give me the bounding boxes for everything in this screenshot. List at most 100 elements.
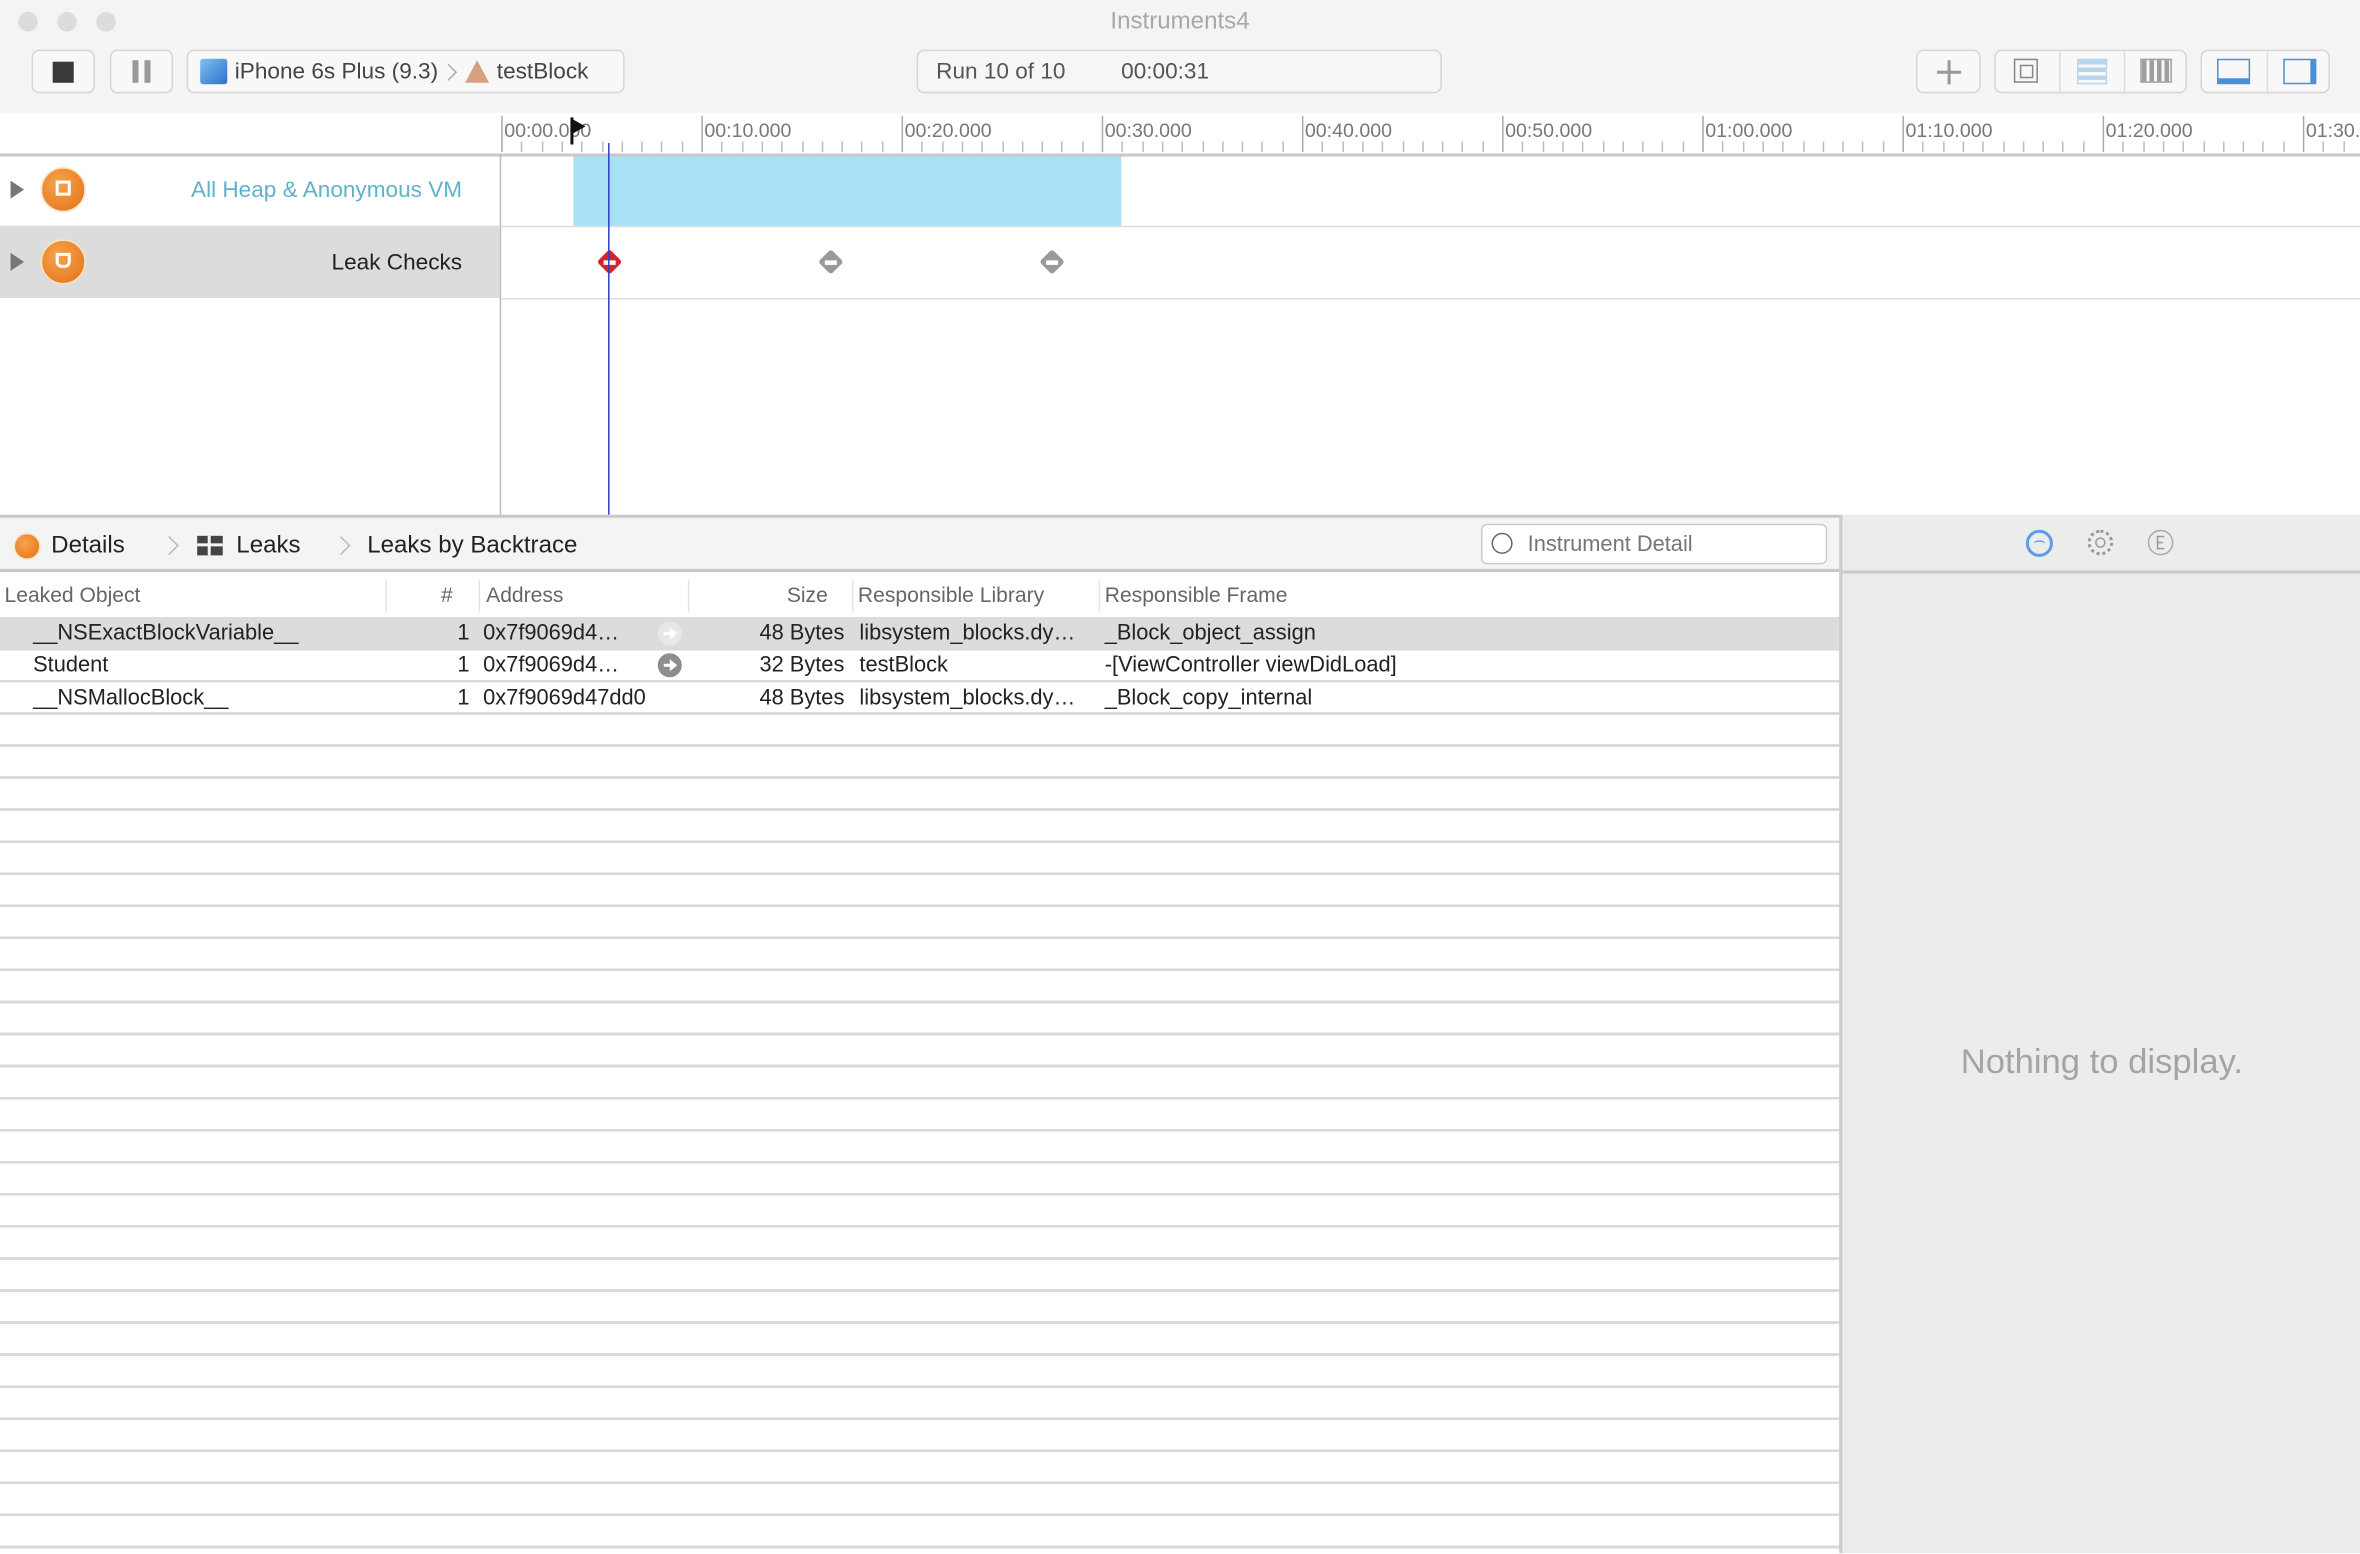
ruler-major-tick [1902, 115, 1904, 153]
ruler-minor-tick [1241, 141, 1244, 153]
ruler-minor-tick [2342, 141, 2345, 153]
ruler-major-tick [1101, 115, 1104, 153]
table-icon [197, 535, 223, 556]
minimize-window-button[interactable] [57, 12, 77, 32]
add-instrument-button[interactable] [1915, 49, 1981, 94]
ruler-minor-tick [1662, 141, 1664, 153]
leak-check-marker-ok[interactable] [1039, 249, 1065, 275]
table-row[interactable]: Student 1 0x7f9069d4… 32 Bytes testBlock -[Vi… [0, 651, 1839, 681]
cpu-view-button[interactable] [1996, 51, 2059, 92]
chevron-right-icon [334, 536, 346, 557]
column-header-library[interactable]: Responsible Library [857, 582, 1045, 607]
cpu-icon [2013, 58, 2038, 83]
events-icon[interactable] [2147, 529, 2174, 556]
timeline-ruler[interactable]: 00:00.000 00:10.000 00:20.000 00:30.000 00:4… [0, 112, 2360, 157]
cell-frame: -[ViewController viewDidLoad] [1104, 653, 1397, 678]
ruler-minor-tick [1982, 141, 1985, 153]
ruler-major-tick [901, 115, 904, 153]
ruler-minor-tick [2282, 141, 2285, 153]
gear-icon[interactable] [2087, 529, 2114, 556]
ruler-minor-tick [2202, 141, 2205, 153]
ruler-minor-tick [1462, 141, 1464, 153]
track-leak-checks[interactable]: Leak Checks [0, 225, 500, 299]
heap-graph[interactable] [573, 156, 1122, 226]
ruler-minor-tick [821, 141, 823, 153]
cell-object: Student [33, 653, 109, 678]
ruler-minor-tick [921, 141, 924, 153]
stop-button[interactable] [31, 49, 95, 94]
target-selector[interactable]: iPhone 6s Plus (9.3) testBlock [186, 49, 625, 94]
ruler-minor-tick [1822, 141, 1824, 153]
search-input[interactable] [1524, 528, 1817, 562]
extended-detail-icon[interactable] [2025, 529, 2053, 557]
ruler-minor-tick [2222, 141, 2225, 153]
list-view-button[interactable] [2058, 51, 2125, 92]
disclosure-triangle-icon[interactable] [10, 180, 25, 199]
panel-segmented-control [2200, 49, 2332, 94]
ruler-minor-tick [2002, 141, 2005, 153]
bottom-panel-toggle[interactable] [2202, 51, 2267, 92]
ruler-minor-tick [2022, 141, 2025, 153]
breadcrumb-leaks-by-backtrace[interactable]: Leaks by Backtrace [367, 532, 578, 559]
breadcrumb-details[interactable]: Details [51, 532, 125, 559]
ruler-minor-tick [1682, 141, 1684, 153]
column-header-leaked-object[interactable]: Leaked Object [4, 582, 141, 607]
ruler-minor-tick [1341, 141, 1344, 153]
cell-address: 0x7f9069d47dd0 [483, 685, 646, 710]
ruler-minor-tick [2082, 141, 2085, 153]
ruler-minor-tick [1001, 141, 1004, 153]
zoom-window-button[interactable] [96, 12, 116, 32]
cell-count: 1 [457, 653, 470, 678]
ruler-tick-label: 00:00.000 [504, 118, 592, 142]
close-window-button[interactable] [18, 12, 38, 32]
leak-check-marker-leaks[interactable] [596, 249, 623, 275]
disclosure-triangle-icon[interactable] [10, 252, 25, 271]
ruler-minor-tick [1922, 141, 1924, 153]
column-header-frame[interactable]: Responsible Frame [1104, 582, 1288, 607]
track-divider [499, 153, 502, 515]
ruler-minor-tick [961, 141, 964, 153]
flag-icon[interactable] [570, 117, 586, 145]
ruler-minor-tick [1181, 141, 1184, 153]
ruler-minor-tick [1381, 141, 1384, 153]
breadcrumb-leaks[interactable]: Leaks [236, 532, 301, 559]
table-row[interactable]: __NSExactBlockVariable__ 1 0x7f9069d4… 48 B… [0, 618, 1840, 649]
column-header-size[interactable]: Size [786, 582, 828, 607]
right-panel-toggle[interactable] [2266, 51, 2332, 92]
track-heap[interactable]: All Heap & Anonymous VM [0, 154, 500, 226]
ruler-major-tick [1702, 115, 1704, 153]
ruler-minor-tick [1121, 141, 1124, 153]
ruler-minor-tick [1742, 141, 1744, 153]
cell-frame: _Block_copy_internal [1104, 685, 1313, 710]
ruler-minor-tick [1582, 141, 1584, 153]
ruler-minor-tick [2062, 141, 2065, 153]
ruler-minor-tick [1622, 141, 1624, 153]
ruler-minor-tick [1261, 141, 1264, 153]
go-to-detail-arrow-icon[interactable] [657, 653, 682, 678]
grid-icon [2140, 58, 2172, 83]
ruler-tick-label: 00:40.000 [1304, 118, 1392, 142]
ruler-minor-tick [2242, 141, 2245, 153]
pause-button[interactable] [109, 49, 174, 94]
go-to-detail-arrow-icon[interactable] [657, 621, 682, 646]
table-row[interactable]: __NSMallocBlock__ 1 0x7f9069d47dd0 48 Bytes… [0, 683, 1839, 713]
ruler-tick-label: 00:20.000 [904, 118, 992, 142]
column-header-address[interactable]: Address [486, 582, 564, 607]
leak-check-marker-ok[interactable] [818, 249, 844, 275]
grid-view-button[interactable] [2123, 51, 2189, 92]
target-name[interactable]: testBlock [496, 58, 589, 85]
leaks-icon [13, 532, 41, 560]
toolbar: Instruments4 iPhone 6s Plus (9.3) testBl… [0, 0, 2360, 113]
column-header-count[interactable]: # [440, 582, 453, 607]
instrument-detail-search[interactable] [1481, 523, 1828, 565]
ruler-major-tick [1301, 115, 1304, 153]
playhead[interactable] [607, 142, 610, 515]
ruler-minor-tick [1562, 141, 1564, 153]
window-title: Instruments4 [1110, 9, 1250, 35]
ruler-minor-tick [621, 141, 623, 153]
ruler-tick-label: 01:30.000 [2305, 118, 2360, 142]
ruler-minor-tick [1542, 141, 1544, 153]
ruler-minor-tick [861, 141, 864, 153]
ruler-minor-tick [561, 141, 563, 153]
device-name[interactable]: iPhone 6s Plus (9.3) [234, 58, 439, 85]
